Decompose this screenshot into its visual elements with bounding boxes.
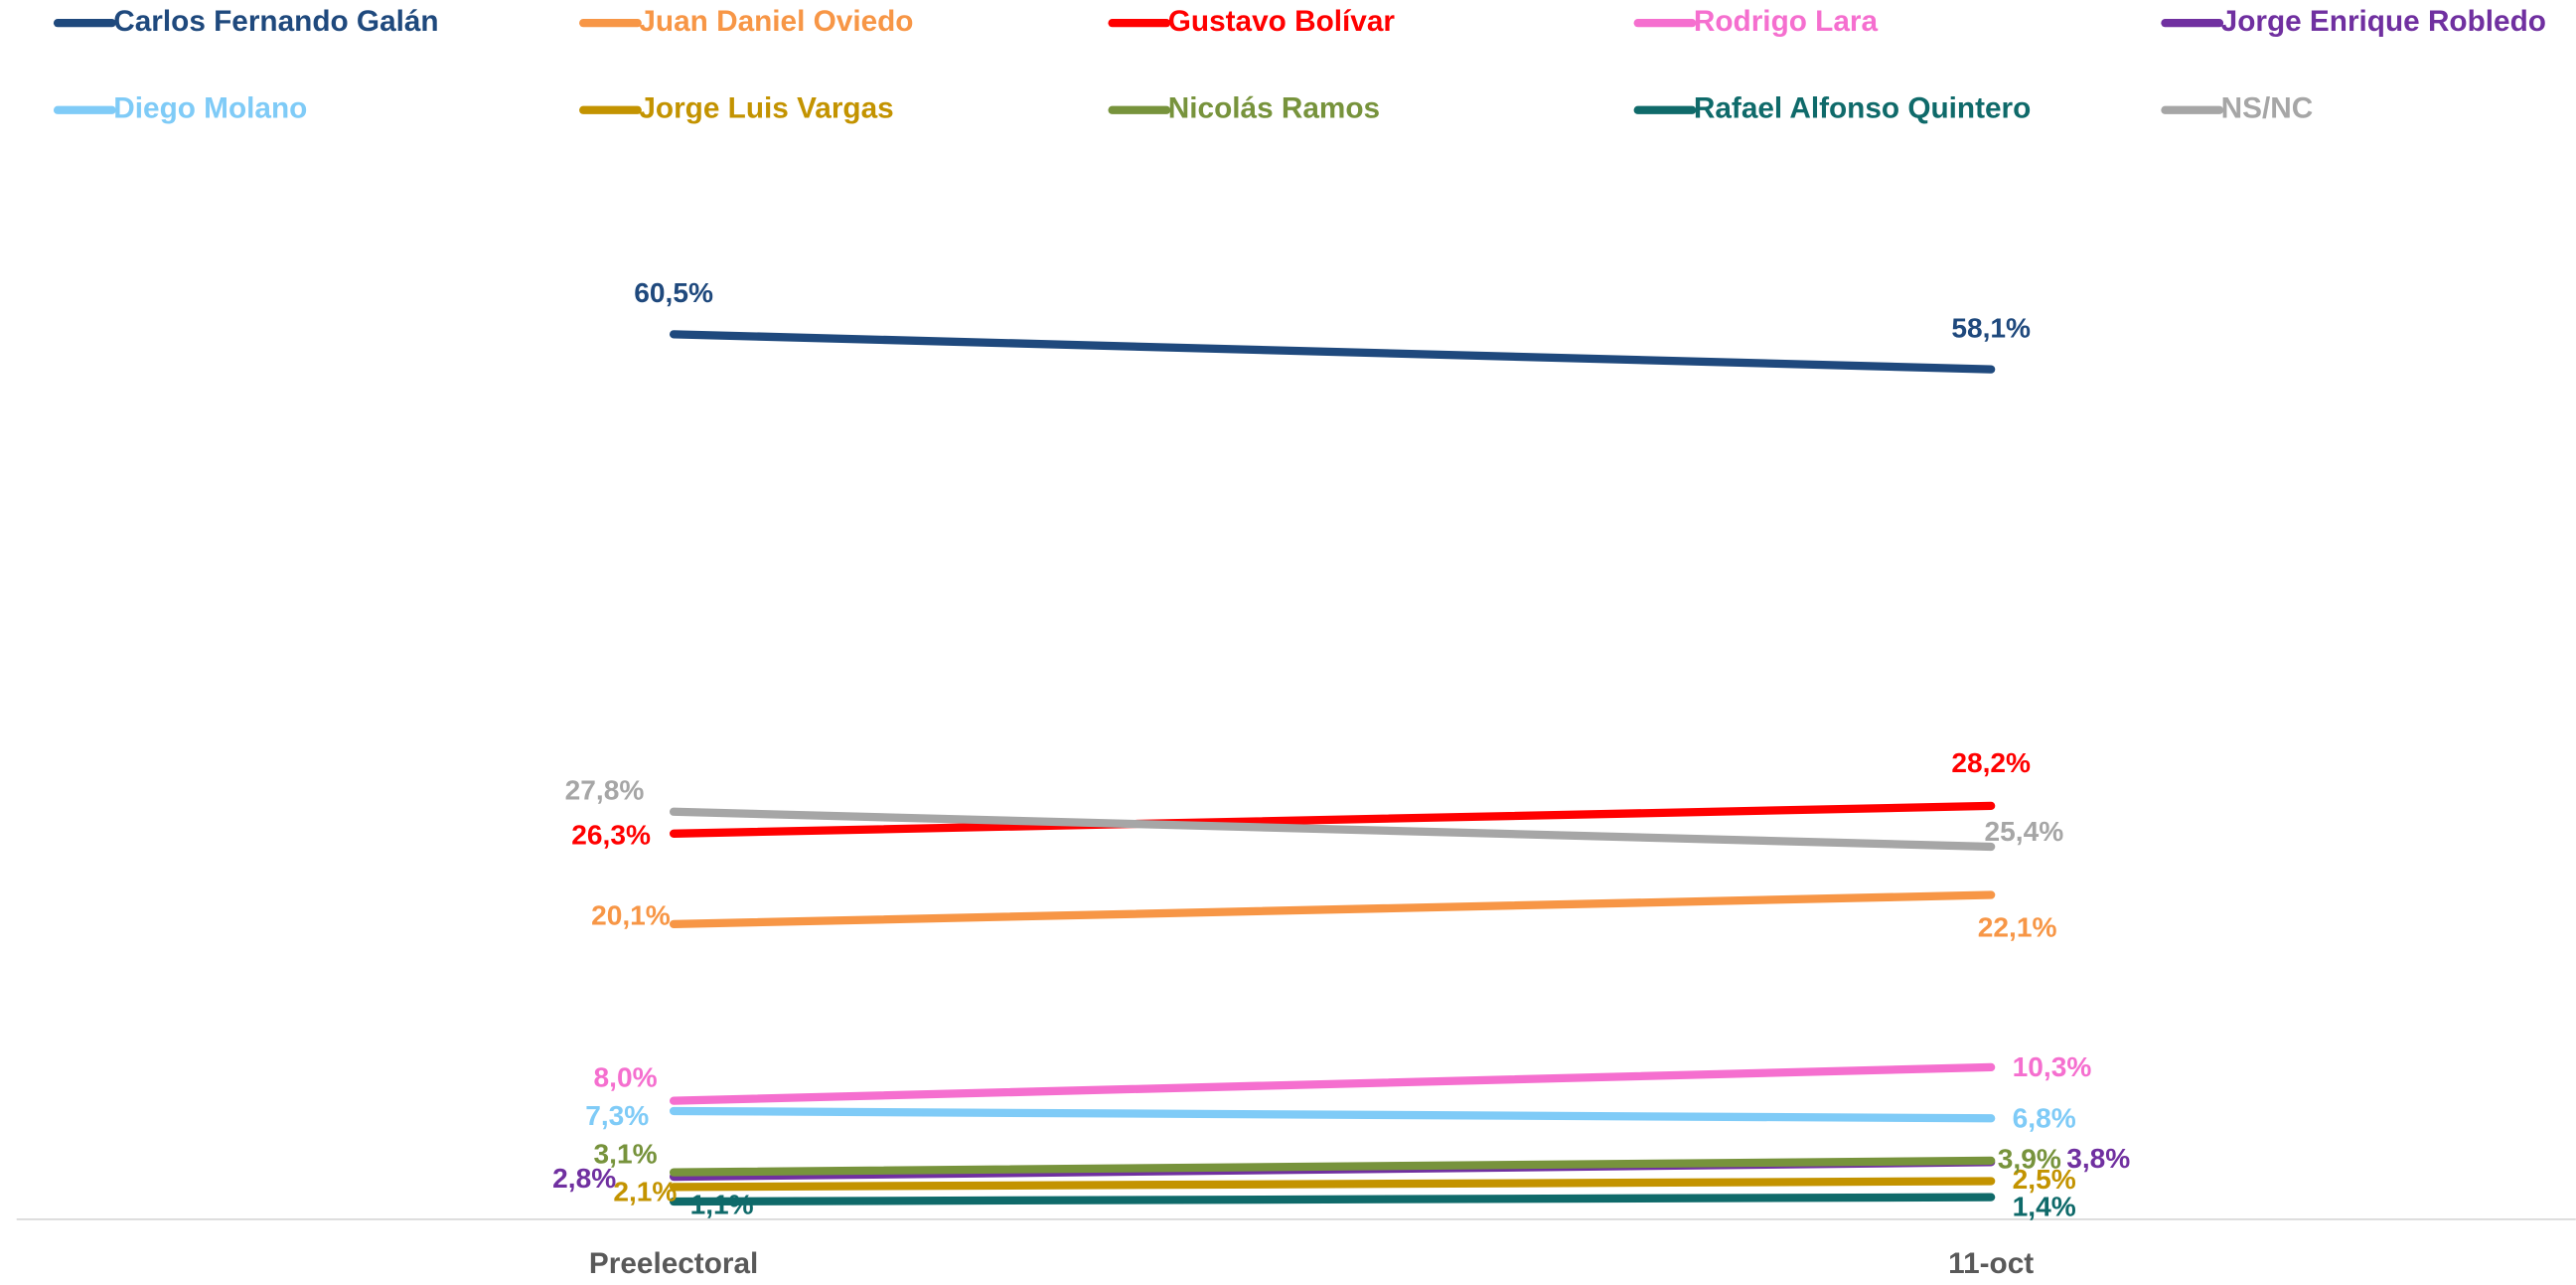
value-label: 20,1% <box>591 900 671 931</box>
legend-label: Rafael Alfonso Quintero <box>1694 92 2031 125</box>
legend-label: Rodrigo Lara <box>1694 5 1879 38</box>
value-label: 25,4% <box>1985 816 2064 847</box>
value-label: 60,5% <box>634 277 713 308</box>
legend-label: Jorge Luis Vargas <box>639 92 893 125</box>
value-label: 3,8% <box>2066 1143 2130 1174</box>
value-label: 28,2% <box>1951 747 2031 778</box>
value-label: 22,1% <box>1978 912 2057 943</box>
value-label: 3,9% <box>1998 1143 2061 1174</box>
value-label: 2,1% <box>613 1176 677 1206</box>
value-label: 1,4% <box>2013 1192 2076 1222</box>
series-line <box>669 1177 1996 1192</box>
legend-label: Nicolás Ramos <box>1168 92 1380 125</box>
series-line <box>669 1156 1996 1177</box>
legend-label: Juan Daniel Oviedo <box>639 5 913 38</box>
series-line <box>669 1106 1996 1123</box>
value-label: 26,3% <box>571 820 651 851</box>
x-tick-label: 11-oct <box>1948 1247 2034 1280</box>
series-line <box>669 1062 1996 1105</box>
value-label: 7,3% <box>585 1100 649 1131</box>
series-line <box>669 1193 1996 1206</box>
value-label: 8,0% <box>594 1062 658 1093</box>
legend-label: Jorge Enrique Robledo <box>2221 5 2546 38</box>
legend-label: Carlos Fernando Galán <box>113 5 438 38</box>
series-line <box>669 801 1996 838</box>
x-tick-label: Preelectoral <box>589 1247 758 1280</box>
value-label: 3,1% <box>594 1139 658 1170</box>
series-line <box>669 330 1996 374</box>
value-label: 2,5% <box>2013 1164 2076 1195</box>
legend-label: Diego Molano <box>113 92 307 125</box>
value-label: 58,1% <box>1951 312 2031 343</box>
value-label: 10,3% <box>2013 1051 2092 1082</box>
value-label: 27,8% <box>565 774 645 805</box>
series-line <box>669 890 1996 929</box>
value-label: 6,8% <box>2013 1102 2076 1133</box>
legend-label: Gustavo Bolívar <box>1168 5 1396 38</box>
series-line <box>669 807 1996 852</box>
legend-label: NS/NC <box>2221 92 2314 125</box>
value-label: 1,1% <box>690 1189 754 1219</box>
value-label: 2,8% <box>552 1163 616 1194</box>
